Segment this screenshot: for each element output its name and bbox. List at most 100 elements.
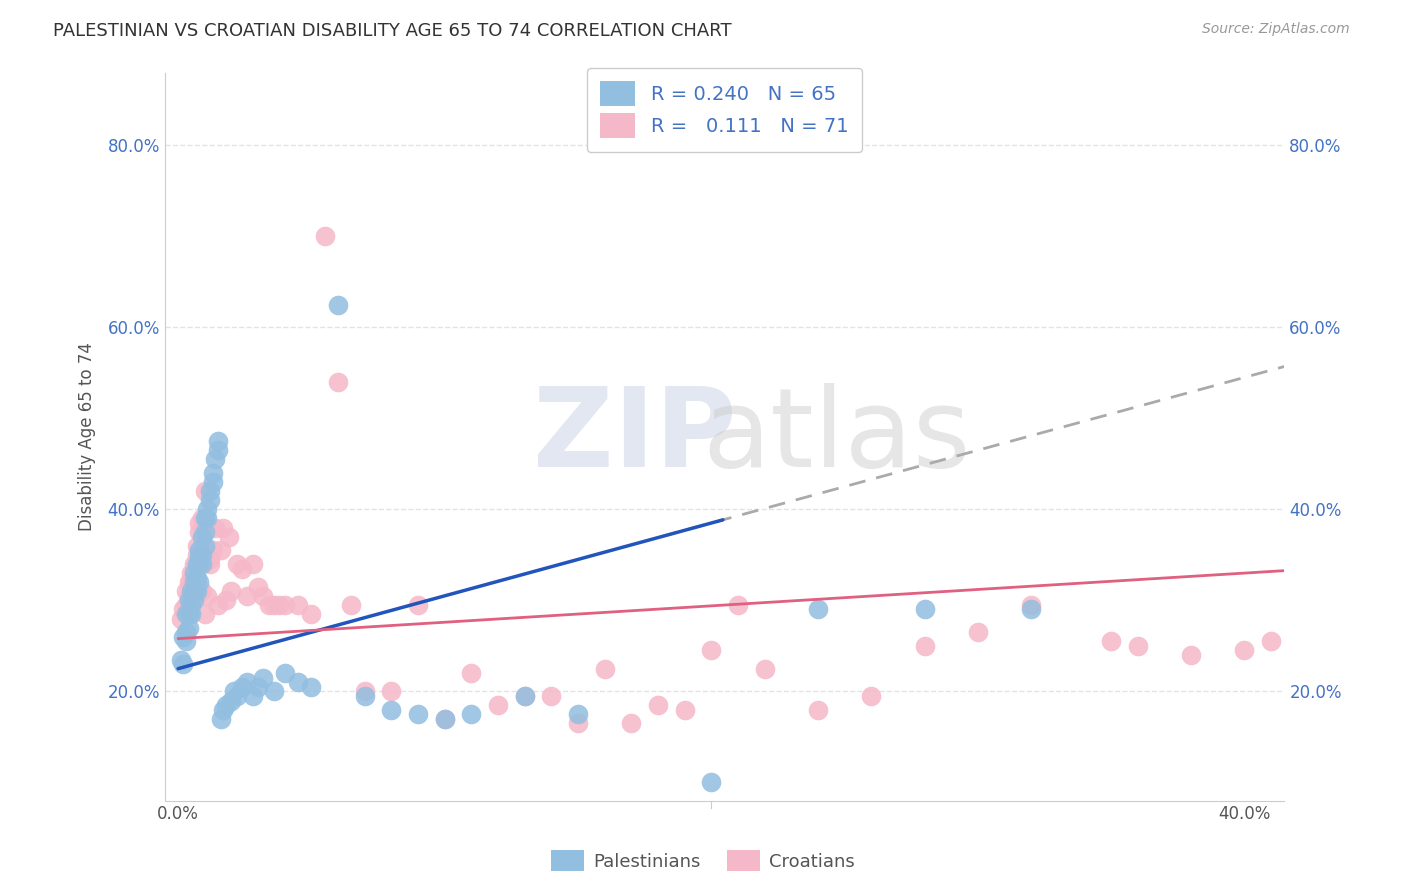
Point [197,511,219,525]
Point [180,575,202,590]
Point [299,680,322,694]
Point [273,598,295,612]
Point [807,602,830,616]
Point [177,593,200,607]
Point [273,666,295,681]
Point [807,703,830,717]
Point [231,680,253,694]
Point [194,539,217,553]
Point [647,698,669,712]
Point [170,611,193,625]
Point [1180,648,1202,662]
Point [269,598,291,612]
Point [177,589,200,603]
Point [194,484,217,499]
Point [183,566,205,580]
Point [198,493,221,508]
Point [212,520,235,534]
Point [247,580,270,594]
Point [513,689,536,703]
Point [287,675,309,690]
Point [177,607,200,621]
Point [188,516,211,530]
Point [172,602,194,616]
Point [486,698,509,712]
Point [221,693,243,707]
Point [183,561,205,575]
Text: PALESTINIAN VS CROATIAN DISABILITY AGE 65 TO 74 CORRELATION CHART: PALESTINIAN VS CROATIAN DISABILITY AGE 6… [53,22,733,40]
Point [172,630,194,644]
Point [183,575,205,590]
Point [188,575,211,590]
Point [183,557,205,571]
Point [188,548,211,562]
Point [231,561,253,575]
Point [1019,602,1042,616]
Point [177,621,200,635]
Point [194,607,217,621]
Point [236,589,259,603]
Point [198,484,221,499]
Point [252,589,274,603]
Text: ZIP: ZIP [533,383,737,490]
Point [340,598,363,612]
Point [593,662,616,676]
Point [188,557,211,571]
Point [433,712,456,726]
Point [172,657,194,672]
Point [1260,634,1282,648]
Point [215,698,238,712]
Point [406,598,429,612]
Point [1126,639,1149,653]
Point [914,602,936,616]
Legend: Palestinians, Croatians: Palestinians, Croatians [544,843,862,879]
Point [1019,598,1042,612]
Point [1099,634,1122,648]
Text: atlas: atlas [703,383,970,490]
Y-axis label: Disability Age 65 to 74: Disability Age 65 to 74 [79,343,96,531]
Point [194,511,217,525]
Point [209,543,232,558]
Point [183,584,205,599]
Point [914,639,936,653]
Point [174,625,197,640]
Point [204,452,226,467]
Point [567,716,589,731]
Point [225,689,247,703]
Point [380,684,402,698]
Point [326,297,349,311]
Point [188,543,211,558]
Point [406,707,429,722]
Point [222,684,245,698]
Point [201,466,224,480]
Point [207,434,229,449]
Point [433,712,456,726]
Point [180,584,202,599]
Point [966,625,988,640]
Point [700,643,723,657]
Point [198,557,221,571]
Point [191,530,214,544]
Point [197,502,219,516]
Point [252,671,274,685]
Point [194,525,217,540]
Point [460,666,482,681]
Point [186,584,208,599]
Point [201,475,224,489]
Point [460,707,482,722]
Point [183,593,205,607]
Point [180,584,202,599]
Point [207,443,229,458]
Point [204,520,226,534]
Point [191,557,214,571]
Point [513,689,536,703]
Point [236,675,259,690]
Point [174,634,197,648]
Point [186,548,208,562]
Point [860,689,883,703]
Point [247,680,270,694]
Point [174,607,197,621]
Point [1233,643,1256,657]
Point [299,607,322,621]
Point [263,684,285,698]
